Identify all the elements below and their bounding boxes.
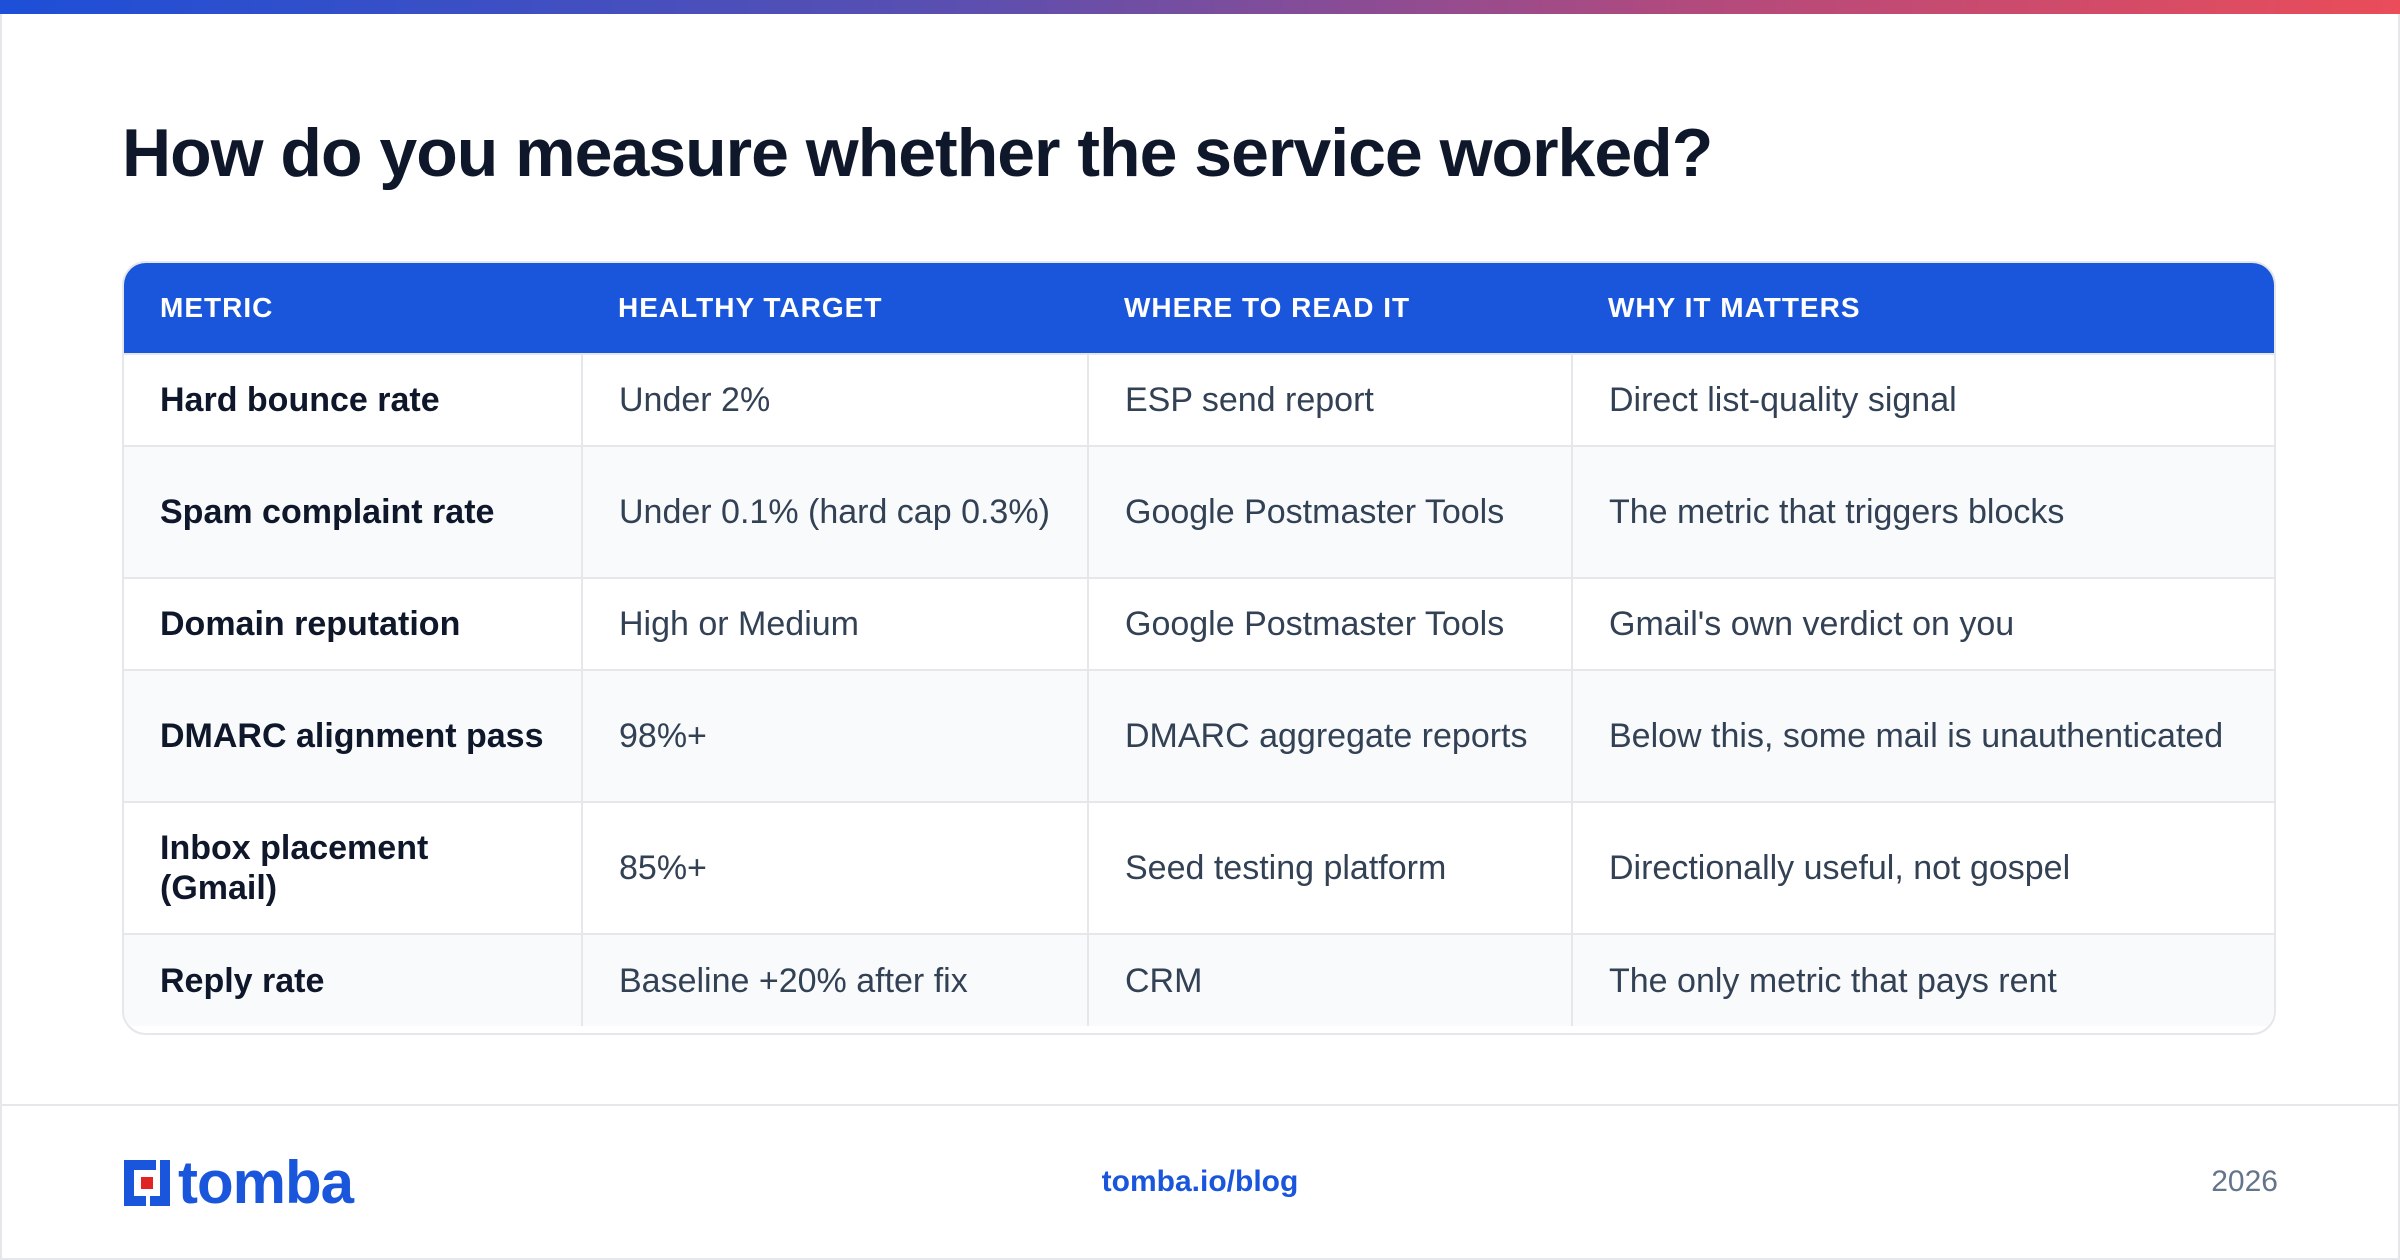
table-row: Inbox placement (Gmail) 85%+ Seed testin… bbox=[124, 802, 2274, 934]
table-row: DMARC alignment pass 98%+ DMARC aggregat… bbox=[124, 670, 2274, 802]
source-cell: Seed testing platform bbox=[1087, 802, 1572, 934]
metric-cell: Spam complaint rate bbox=[160, 493, 495, 531]
metric-cell: DMARC alignment pass bbox=[160, 717, 544, 755]
header-healthy-target: HEALTHY TARGET bbox=[618, 292, 883, 323]
table-row: Hard bounce rate Under 2% ESP send repor… bbox=[124, 354, 2274, 446]
metric-cell: Domain reputation bbox=[160, 605, 461, 643]
header-where-to-read: WHERE TO READ IT bbox=[1124, 292, 1411, 323]
metrics-table-container: METRIC HEALTHY TARGET WHERE TO READ IT W… bbox=[122, 261, 2276, 1035]
top-gradient-bar bbox=[0, 0, 2400, 14]
target-cell: Under 2% bbox=[581, 354, 1088, 446]
source-cell: CRM bbox=[1087, 934, 1572, 1026]
table-header-row: METRIC HEALTHY TARGET WHERE TO READ IT W… bbox=[124, 263, 2274, 354]
footer-divider bbox=[0, 1104, 2400, 1106]
page-title: How do you measure whether the service w… bbox=[122, 115, 1713, 191]
target-cell: 85%+ bbox=[581, 802, 1088, 934]
target-cell: Under 0.1% (hard cap 0.3%) bbox=[581, 446, 1088, 578]
metric-cell: Hard bounce rate bbox=[160, 381, 440, 419]
metric-cell: Inbox placement (Gmail) bbox=[160, 829, 429, 907]
footer-url-link[interactable]: tomba.io/blog bbox=[1101, 1165, 1299, 1198]
metric-cell: Reply rate bbox=[160, 961, 325, 1000]
reason-cell: Below this, some mail is unauthenticated bbox=[1571, 670, 2274, 802]
tomba-logo: tomba bbox=[122, 1149, 354, 1216]
reason-cell: Gmail's own verdict on you bbox=[1571, 578, 2274, 670]
metrics-table: METRIC HEALTHY TARGET WHERE TO READ IT W… bbox=[124, 263, 2274, 1026]
source-cell: Google Postmaster Tools bbox=[1087, 446, 1572, 578]
reason-cell: The only metric that pays rent bbox=[1571, 934, 2274, 1026]
header-metric: METRIC bbox=[160, 292, 274, 323]
reason-cell: Directionally useful, not gospel bbox=[1571, 802, 2274, 934]
source-cell: ESP send report bbox=[1087, 354, 1572, 446]
logo-text: tomba bbox=[178, 1149, 354, 1216]
table-row: Domain reputation High or Medium Google … bbox=[124, 578, 2274, 670]
header-why-it-matters: WHY IT MATTERS bbox=[1608, 292, 1861, 323]
source-cell: DMARC aggregate reports bbox=[1087, 670, 1572, 802]
source-cell: Google Postmaster Tools bbox=[1087, 578, 1572, 670]
target-cell: High or Medium bbox=[581, 578, 1088, 670]
reason-cell: Direct list-quality signal bbox=[1571, 354, 2274, 446]
target-cell: 98%+ bbox=[581, 670, 1088, 802]
table-row: Spam complaint rate Under 0.1% (hard cap… bbox=[124, 446, 2274, 578]
footer-year: 2026 bbox=[2211, 1165, 2278, 1198]
table-row: Reply rate Baseline +20% after fix CRM T… bbox=[124, 934, 2274, 1026]
target-cell: Baseline +20% after fix bbox=[581, 934, 1088, 1026]
reason-cell: The metric that triggers blocks bbox=[1571, 446, 2274, 578]
tomba-logo-icon bbox=[124, 1160, 170, 1206]
